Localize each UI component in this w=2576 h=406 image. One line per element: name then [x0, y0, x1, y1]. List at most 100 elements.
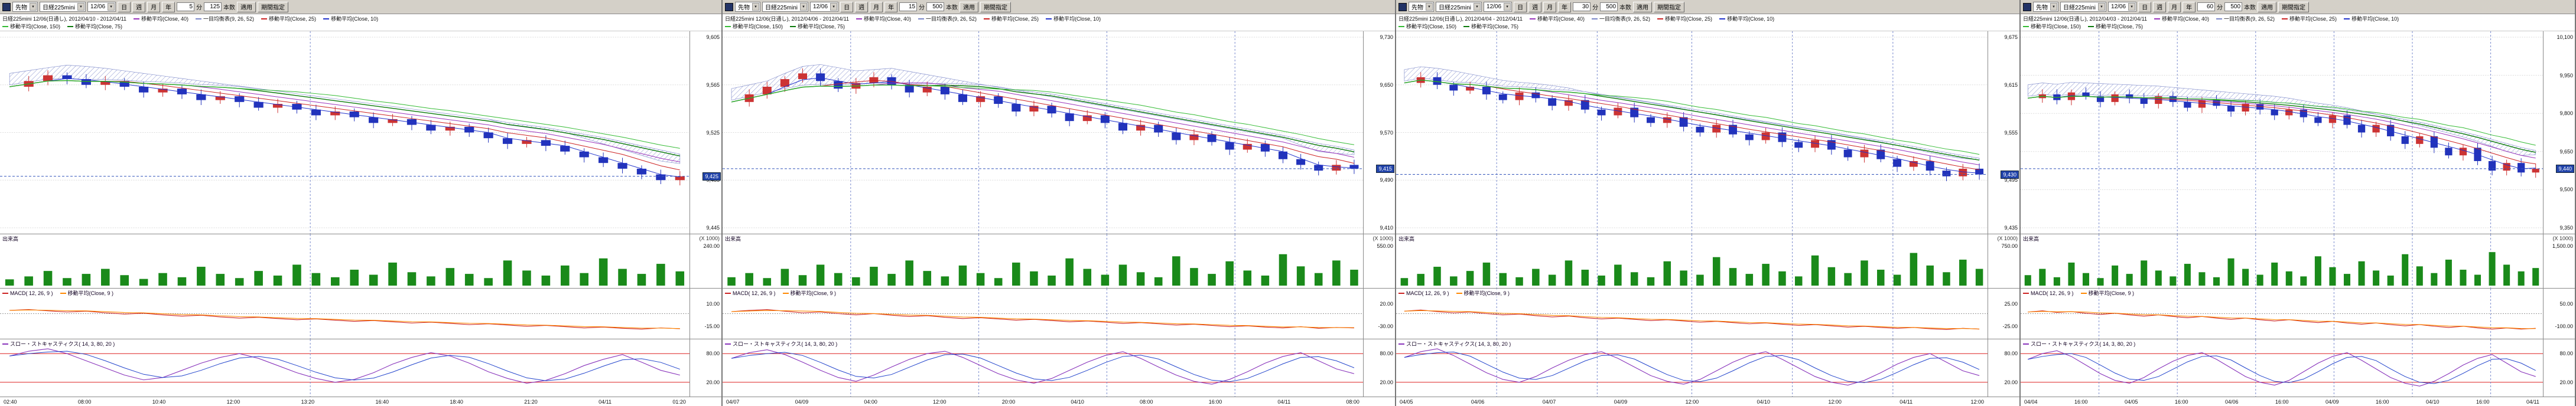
axis-tick: 9,490 [1380, 177, 1393, 184]
category-select[interactable]: 先物 ▼ [735, 2, 760, 12]
axis-tick: 750.00 [2001, 243, 2018, 249]
legend: 日経225mini 12/06(日通し), 2012/04/04 - 2012/… [1396, 14, 2019, 31]
x-axis-label: 04/10 [1071, 398, 1084, 405]
chart-app-icon[interactable] [725, 2, 733, 11]
period-day-button[interactable]: 日 [2138, 1, 2152, 12]
apply-button[interactable]: 適用 [960, 1, 979, 12]
main-chart[interactable] [0, 31, 689, 234]
volume-axis-unit: (X 1000) [1372, 235, 1393, 241]
apply-button[interactable]: 適用 [2258, 1, 2277, 12]
macd-section: MACD( 12, 26, 9 ) 移動平均(Close, 9 ) 25.00 -2… [1396, 289, 2019, 339]
period-year-button[interactable]: 年 [1558, 1, 1572, 12]
contract-select[interactable]: 12/06 ▼ [1484, 2, 1513, 12]
instrument-select[interactable]: 日経225mini ▼ [1436, 2, 1482, 12]
apply-button[interactable]: 適用 [237, 1, 256, 12]
period-month-button[interactable]: 月 [2168, 1, 2181, 12]
contract-select[interactable]: 12/06 ▼ [2108, 2, 2137, 12]
period-month-button[interactable]: 月 [1543, 1, 1557, 12]
x-axis-label: 16:40 [375, 398, 389, 405]
bars-suffix-label: 本数 [223, 5, 236, 11]
period-day-button[interactable]: 日 [1514, 1, 1527, 12]
period-year-button[interactable]: 年 [162, 1, 175, 12]
legend-item-label: 一目均衡表(9, 26, 52) [1599, 16, 1651, 22]
axis-tick: 9,525 [706, 129, 720, 136]
legend-item-label: 移動平均(Close, 75) [75, 24, 123, 30]
chart-panel: 先物 ▼ 日経225mini ▼ 12/06 ▼ 日 週 月 年 分 本数 適用… [2021, 0, 2576, 406]
macd-chart[interactable] [2021, 289, 2543, 339]
x-axis-label: 04/11 [2526, 398, 2539, 405]
volume-chart[interactable] [1396, 234, 1988, 288]
axis-tick: 25.00 [2004, 300, 2018, 307]
stoch-chart[interactable] [2021, 339, 2543, 397]
main-chart[interactable] [723, 31, 1363, 234]
contract-select[interactable]: 12/06 ▼ [810, 2, 839, 12]
bars-input[interactable] [1600, 2, 1618, 11]
main-chart[interactable] [2021, 31, 2543, 234]
instrument-select[interactable]: 日経225mini ▼ [2060, 2, 2107, 12]
legend-item-label: 移動平均(Close, 150) [1406, 24, 1457, 30]
minute-input[interactable] [1573, 2, 1591, 11]
macd-chart[interactable] [0, 289, 689, 339]
apply-button[interactable]: 適用 [1633, 1, 1653, 12]
stoch-chart[interactable] [723, 339, 1363, 397]
stoch-chart[interactable] [0, 339, 689, 397]
legend: 日経225mini 12/06(日通し), 2012/04/10 - 2012/… [0, 14, 721, 31]
legend-item-label: 移動平均(Close, 40) [863, 16, 911, 22]
legend-marker [1463, 25, 1470, 27]
period-week-button[interactable]: 週 [1528, 1, 1542, 12]
period-week-button[interactable]: 週 [132, 1, 146, 12]
legend-item-label: 移動平均(Close, 40) [1537, 16, 1585, 22]
minute-input[interactable] [177, 2, 195, 11]
period-year-button[interactable]: 年 [884, 1, 898, 12]
period-week-button[interactable]: 週 [855, 1, 869, 12]
bars-input[interactable] [926, 2, 945, 11]
stoch-chart[interactable] [1396, 339, 1988, 397]
range-button[interactable]: 期間指定 [2278, 1, 2310, 12]
main-section: 9,730 9,650 9,570 9,490 9,410 9,415 [723, 31, 1395, 234]
volume-chart[interactable] [0, 234, 689, 288]
range-button[interactable]: 期間指定 [1654, 1, 1685, 12]
bars-input[interactable] [204, 2, 222, 11]
period-month-button[interactable]: 月 [870, 1, 883, 12]
chart-app-icon[interactable] [2023, 2, 2031, 11]
period-week-button[interactable]: 週 [2153, 1, 2167, 12]
range-button[interactable]: 期間指定 [258, 1, 289, 12]
legend-item-label: 日経225mini 12/06(日通し), 2012/04/03 - 2012/… [2023, 16, 2147, 22]
period-day-button[interactable]: 日 [118, 1, 131, 12]
axis-tick: 20.00 [1380, 379, 1393, 385]
legend-marker [2216, 18, 2222, 19]
category-select[interactable]: 先物 ▼ [12, 2, 38, 12]
legend-item: 移動平均(Close, 25) [2282, 15, 2337, 22]
minute-input[interactable] [899, 2, 918, 11]
axis-tick: 550.00 [1377, 243, 1393, 249]
legend-item-label: 移動平均(Close, 75) [2096, 24, 2144, 30]
legend-item-label: 移動平均(Close, 150) [733, 24, 783, 30]
chart-toolbar: 先物 ▼ 日経225mini ▼ 12/06 ▼ 日 週 月 年 分 本数 適用… [723, 0, 1395, 14]
main-chart[interactable] [1396, 31, 1988, 234]
instrument-select[interactable]: 日経225mini ▼ [762, 2, 809, 12]
chart-app-icon[interactable] [1398, 2, 1407, 11]
minute-input[interactable] [2197, 2, 2216, 11]
stoch-axis: 80.00 20.00 [689, 339, 721, 397]
volume-chart[interactable] [723, 234, 1363, 288]
range-button[interactable]: 期間指定 [980, 1, 1011, 12]
volume-chart[interactable] [2021, 234, 2543, 288]
legend-marker [984, 18, 990, 19]
axis-tick: -25.00 [2002, 323, 2018, 329]
chart-app-icon[interactable] [2, 2, 11, 11]
category-select[interactable]: 先物 ▼ [1409, 2, 1434, 12]
contract-select[interactable]: 12/06 ▼ [87, 2, 116, 12]
bars-input[interactable] [2224, 2, 2243, 11]
axis-tick: 80.00 [706, 351, 720, 357]
macd-chart[interactable] [723, 289, 1363, 339]
volume-section: 出来高 (X 1000) 1,500.00 [2021, 234, 2575, 289]
instrument-select[interactable]: 日経225mini ▼ [40, 2, 86, 12]
category-select[interactable]: 先物 ▼ [2033, 2, 2058, 12]
legend-item-label: 移動平均(Close, 10) [1053, 16, 1101, 22]
legend-item: 移動平均(Close, 75) [1463, 22, 1518, 30]
period-day-button[interactable]: 日 [840, 1, 854, 12]
x-axis-labels: 02:40 08:00 10:40 12:00 13:20 16:40 18:40 21:20… [0, 399, 689, 405]
macd-chart[interactable] [1396, 289, 1988, 339]
period-month-button[interactable]: 月 [147, 1, 161, 12]
period-year-button[interactable]: 年 [2183, 1, 2196, 12]
